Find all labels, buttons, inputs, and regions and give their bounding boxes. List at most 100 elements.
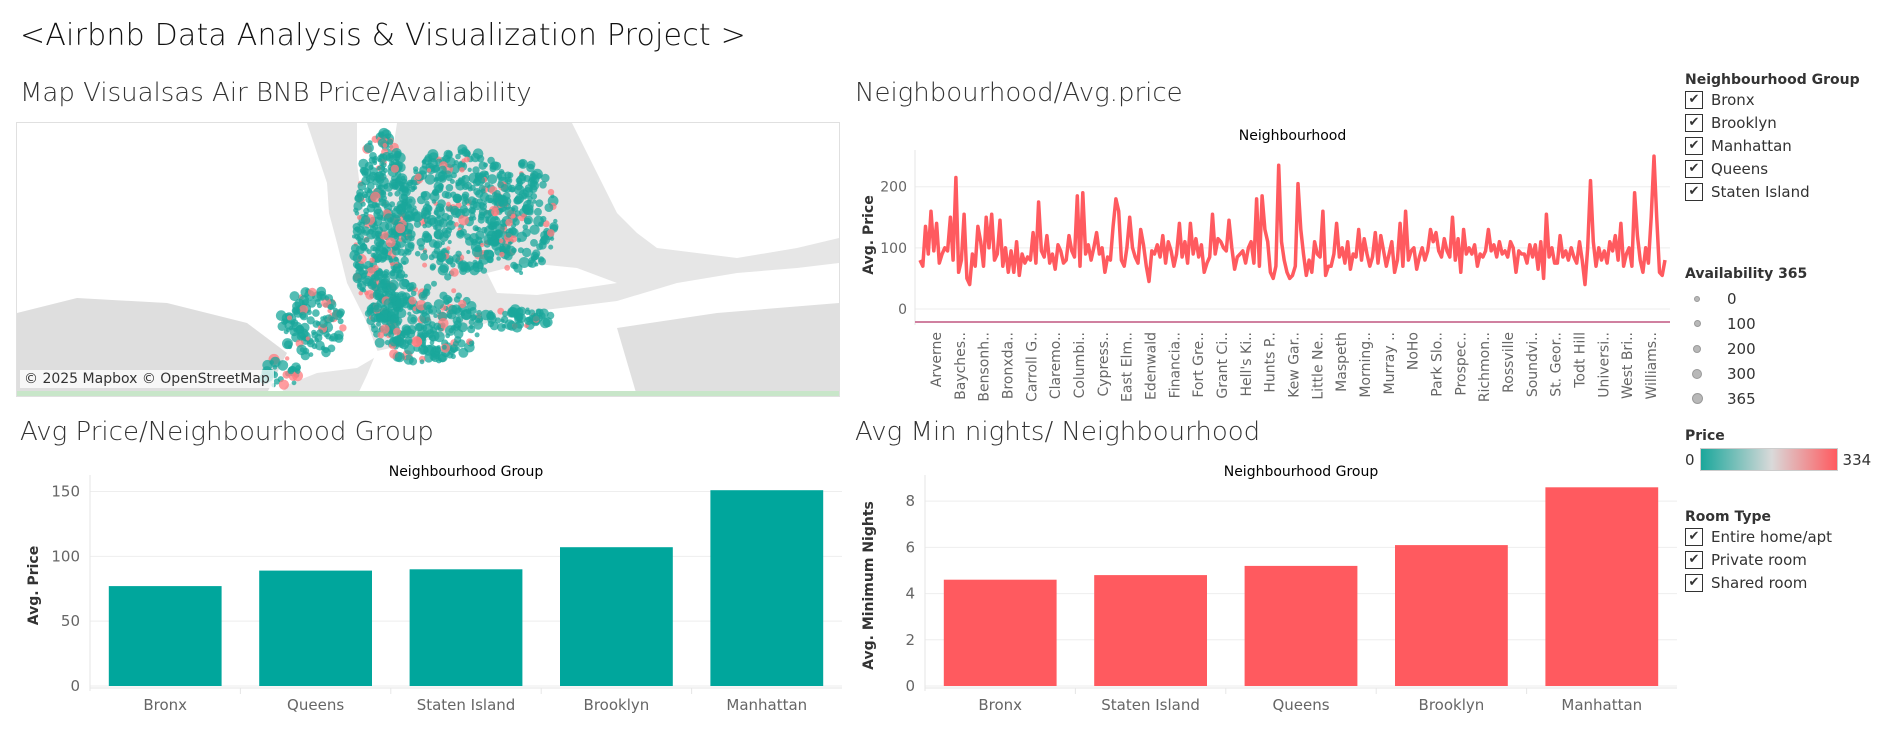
listing-dot	[433, 230, 443, 240]
avg-price-bar-bronx[interactable]	[108, 586, 222, 686]
checkbox[interactable]: ✔	[1685, 182, 1703, 201]
listing-dot	[489, 165, 497, 173]
listing-dot	[366, 249, 372, 255]
group-filter-label: Bronx	[1711, 90, 1755, 109]
group-filter-manhattan[interactable]: ✔ Manhattan	[1685, 134, 1860, 157]
listing-dot	[283, 329, 289, 335]
listing-dot	[423, 234, 433, 243]
avg-price-bar-chart[interactable]: Neighbourhood Group Avg. Price 0 50 100 150 Br…	[20, 458, 845, 720]
room-filter-shared-room[interactable]: ✔ Shared room	[1685, 571, 1832, 594]
group-filter-bronx[interactable]: ✔ Bronx	[1685, 88, 1860, 111]
listing-dot	[531, 313, 541, 322]
avg-price-bar-queens[interactable]	[259, 570, 372, 686]
listing-dot	[436, 250, 446, 260]
checkbox[interactable]: ✔	[1685, 159, 1703, 178]
line-x-tick: Murray ..	[1382, 332, 1398, 394]
listing-dot	[433, 313, 438, 318]
listing-dot	[501, 324, 506, 329]
listing-dot	[322, 315, 327, 320]
room-filter-entire-home-apt[interactable]: ✔ Entire home/apt	[1685, 525, 1832, 548]
listing-dot	[434, 331, 445, 343]
min-nights-bar-queens[interactable]	[1244, 565, 1358, 686]
checkbox[interactable]: ✔	[1685, 550, 1703, 569]
checkbox[interactable]: ✔	[1685, 527, 1703, 546]
listing-dot	[404, 214, 412, 223]
listing-dot	[363, 142, 374, 153]
min-nights-bar-chart[interactable]: Neighbourhood Group Avg. Minimum Nights 0 2…	[855, 458, 1680, 720]
line-x-tick: Park Slo..	[1430, 332, 1446, 397]
listing-dot	[408, 357, 418, 366]
group-filter-brooklyn[interactable]: ✔ Brooklyn	[1685, 111, 1860, 134]
listing-dot	[500, 315, 509, 324]
avg-price-bar-staten-island[interactable]	[409, 569, 523, 686]
listing-dot	[375, 203, 381, 208]
listing-dot	[373, 304, 380, 311]
listing-dot	[454, 222, 459, 227]
avg-price-y-tick: 150	[51, 482, 80, 500]
listing-dot	[407, 311, 412, 316]
listing-dot	[404, 344, 415, 355]
listing-dot	[449, 205, 460, 216]
group-filter-queens[interactable]: ✔ Queens	[1685, 157, 1860, 180]
map-canvas[interactable]	[17, 123, 839, 396]
listing-dot	[429, 263, 437, 270]
availability-size-100: 100	[1685, 311, 1807, 336]
checkbox[interactable]: ✔	[1685, 113, 1703, 132]
listing-dot	[290, 320, 296, 325]
listing-dot	[450, 268, 459, 277]
min-nights-bar-bronx[interactable]	[943, 579, 1057, 686]
room-filter-private-room[interactable]: ✔ Private room	[1685, 548, 1832, 571]
listing-dot	[436, 214, 441, 219]
line-chart[interactable]: Neighbourhood Avg. Price 0 100 200 Arverne Bay…	[855, 120, 1680, 412]
listing-dot	[295, 365, 301, 371]
listing-dot	[419, 312, 431, 324]
listing-dot	[445, 184, 454, 192]
listing-dot	[299, 311, 307, 319]
listing-dot	[395, 299, 404, 308]
listing-dot	[538, 256, 545, 263]
min-nights-y-tick: 0	[905, 677, 915, 695]
min-nights-bar-staten-island[interactable]	[1094, 575, 1207, 686]
map-bottom-strip	[17, 391, 839, 396]
checkbox[interactable]: ✔	[1685, 90, 1703, 109]
listing-dot	[408, 282, 417, 290]
listing-dot	[410, 290, 417, 297]
line-y-tick: 0	[898, 302, 907, 318]
listing-dot	[446, 351, 454, 359]
listing-dot	[469, 184, 476, 191]
checkbox[interactable]: ✔	[1685, 573, 1703, 592]
listing-dot	[370, 191, 381, 203]
listing-dot	[308, 287, 317, 297]
listing-dot	[447, 239, 452, 245]
min-nights-bar-brooklyn[interactable]	[1395, 545, 1508, 686]
listing-dot	[324, 296, 330, 301]
listing-dot	[363, 269, 369, 275]
avg-price-bar-brooklyn[interactable]	[560, 547, 673, 686]
listing-dot	[519, 162, 525, 168]
listing-dot	[364, 161, 374, 171]
min-nights-bar-manhattan[interactable]	[1545, 487, 1659, 686]
min-nights-y-tick: 6	[905, 538, 915, 556]
listing-dot	[334, 333, 344, 343]
listing-dot	[373, 208, 384, 220]
listing-dot	[445, 227, 453, 234]
avg-price-bar-manhattan[interactable]	[710, 490, 824, 686]
price-legend-max: 334	[1842, 450, 1872, 469]
listing-dot	[469, 340, 474, 346]
listing-dot	[376, 244, 384, 252]
listing-dot	[478, 161, 487, 170]
map-view[interactable]	[16, 122, 840, 397]
listing-dot	[369, 257, 376, 263]
avg-price-line[interactable]	[918, 154, 1667, 287]
line-x-tick: Financia..	[1167, 332, 1183, 398]
listing-dot	[455, 153, 461, 160]
listing-dot	[512, 322, 523, 333]
availability-size-0: 0	[1685, 286, 1807, 311]
listing-dot	[459, 267, 467, 275]
listing-dot	[542, 220, 550, 228]
listing-dot	[508, 184, 516, 193]
group-filter-staten-island[interactable]: ✔ Staten Island	[1685, 180, 1860, 203]
listing-dot	[484, 182, 491, 188]
checkbox[interactable]: ✔	[1685, 136, 1703, 155]
listing-dot	[374, 230, 382, 238]
